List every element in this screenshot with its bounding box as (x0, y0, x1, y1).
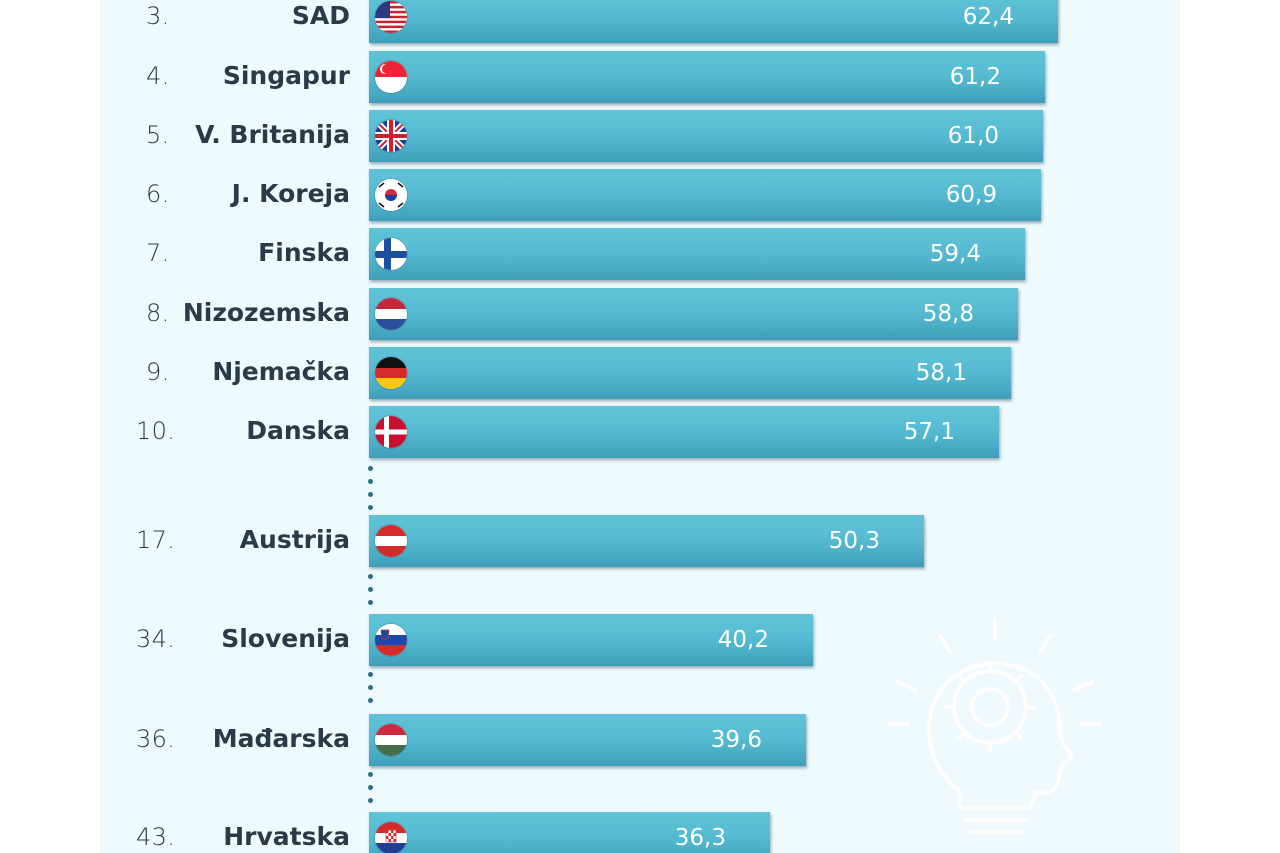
rank-label: 8. (146, 299, 170, 327)
value-label: 58,1 (915, 360, 967, 386)
netherlands-flag-icon (375, 298, 407, 330)
value-label: 62,4 (962, 4, 1014, 30)
south-korea-flag-icon (375, 179, 407, 211)
country-label: Singapur (222, 61, 350, 90)
bar: 39,6 (369, 714, 806, 766)
value-label: 61,0 (947, 123, 999, 149)
country-label: Danska (246, 416, 350, 445)
country-label: Austrija (239, 525, 350, 554)
country-label: J. Koreja (231, 179, 350, 208)
country-label: Slovenija (221, 624, 350, 653)
bar: 57,1 (369, 406, 999, 458)
country-label: Hrvatska (223, 822, 350, 851)
bar: 60,9 (369, 169, 1041, 221)
finland-flag-icon (375, 238, 407, 270)
value-label: 60,9 (945, 182, 997, 208)
value-label: 50,3 (828, 528, 880, 554)
rank-label: 7. (146, 239, 170, 267)
value-label: 58,8 (922, 301, 974, 327)
value-label: 59,4 (929, 241, 981, 267)
lightbulb-gear-icon (888, 618, 1102, 834)
country-label: Mađarska (212, 724, 350, 753)
bar: 50,3 (369, 515, 924, 567)
value-label: 61,2 (949, 64, 1001, 90)
bar: 59,4 (369, 228, 1025, 280)
rank-label: 36. (136, 725, 176, 753)
value-label: 40,2 (717, 627, 769, 653)
value-label: 57,1 (903, 419, 955, 445)
rank-label: 10. (136, 417, 176, 445)
bar: 62,4 (369, 0, 1058, 43)
uk-flag-icon (375, 120, 407, 152)
austria-flag-icon (375, 525, 407, 557)
rank-label: 3. (146, 2, 170, 30)
value-label: 36,3 (674, 825, 726, 851)
rank-label: 4. (146, 62, 170, 90)
rank-label: 5. (146, 121, 170, 149)
bar: 40,2 (369, 614, 813, 666)
country-label: Nizozemska (182, 298, 350, 327)
rank-label: 17. (136, 526, 176, 554)
rank-label: 9. (146, 358, 170, 386)
bar: 36,3 (369, 812, 770, 853)
bar: 58,8 (369, 288, 1018, 340)
rank-label: 34. (136, 625, 176, 653)
country-label: V. Britanija (195, 120, 350, 149)
value-label: 39,6 (710, 727, 762, 753)
country-label: Finska (258, 238, 350, 267)
rank-label: 43. (136, 823, 176, 851)
denmark-flag-icon (375, 416, 407, 448)
singapore-flag-icon (375, 61, 407, 93)
country-label: SAD (291, 1, 350, 30)
bar: 58,1 (369, 347, 1011, 399)
us-flag-icon (375, 1, 407, 33)
hungary-flag-icon (375, 724, 407, 756)
bar: 61,0 (369, 110, 1043, 162)
bar: 61,2 (369, 51, 1045, 103)
germany-flag-icon (375, 357, 407, 389)
country-label: Njemačka (212, 357, 350, 386)
slovenia-flag-icon (375, 624, 407, 656)
croatia-flag-icon (375, 822, 407, 853)
rank-label: 6. (146, 180, 170, 208)
